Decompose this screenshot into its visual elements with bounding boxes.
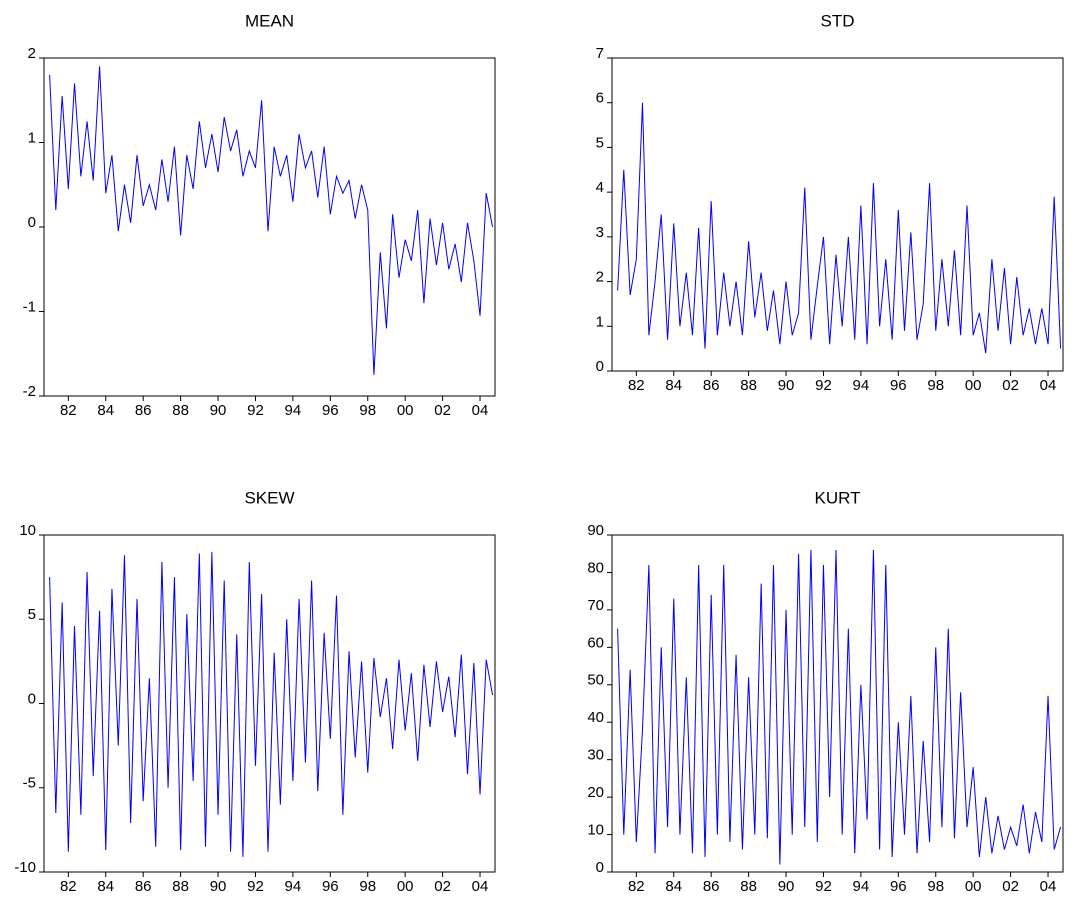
y-tick-label: 7 (596, 45, 604, 62)
x-tick-label: 00 (965, 377, 982, 394)
plot-frame (611, 57, 1064, 372)
x-tick-label: 92 (247, 402, 264, 419)
x-tick-label: 96 (322, 878, 339, 895)
x-tick-label: 90 (210, 402, 227, 419)
panel: MEAN -2 -1 0 1 2 82 84 86 88 90 92 94 96 98 00 02 04 (23, 11, 496, 419)
series-line (617, 549, 1062, 865)
y-tick-label: 20 (587, 784, 604, 801)
x-tick-label: 04 (1040, 377, 1057, 394)
y-tick-label: 1 (596, 313, 604, 330)
x-tick-label: 94 (285, 878, 302, 895)
x-tick-label: 96 (322, 402, 339, 419)
y-tick-label: 0 (596, 859, 604, 876)
x-tick-label: 04 (472, 878, 489, 895)
x-tick-label: 04 (472, 402, 489, 419)
y-tick-label: 0 (28, 214, 36, 231)
y-tick-label: -5 (23, 775, 36, 792)
y-tick-label: 10 (587, 822, 604, 839)
x-tick-label: 98 (927, 878, 944, 895)
x-tick-label: 86 (135, 878, 152, 895)
y-tick-label: 5 (596, 134, 604, 151)
x-tick-label: 94 (853, 878, 870, 895)
x-tick-label: 86 (703, 878, 720, 895)
x-tick-label: 92 (247, 878, 264, 895)
x-tick-label: 98 (359, 402, 376, 419)
x-tick-label: 98 (359, 878, 376, 895)
y-tick-label: 0 (596, 358, 604, 375)
series-line (617, 102, 1062, 354)
x-tick-label: 88 (740, 377, 757, 394)
y-tick-label: 1 (28, 129, 36, 146)
y-tick-label: 50 (587, 672, 604, 689)
x-tick-label: 82 (60, 402, 77, 419)
x-tick-label: 00 (397, 878, 414, 895)
x-tick-label: 92 (815, 377, 832, 394)
series-line (49, 551, 494, 857)
y-tick-label: 5 (28, 606, 36, 623)
x-tick-label: 02 (1002, 377, 1019, 394)
y-tick-label: -10 (14, 859, 36, 876)
y-tick-label: -2 (23, 383, 36, 400)
x-tick-label: 88 (172, 878, 189, 895)
x-tick-label: 82 (628, 878, 645, 895)
x-tick-label: 84 (97, 402, 114, 419)
x-tick-label: 02 (1002, 878, 1019, 895)
panel-title: STD (821, 11, 855, 30)
plot-frame (43, 57, 496, 397)
x-tick-label: 86 (135, 402, 152, 419)
panel-title: MEAN (245, 11, 294, 30)
x-tick-label: 94 (285, 402, 302, 419)
x-tick-label: 04 (1040, 878, 1057, 895)
x-tick-label: 86 (703, 377, 720, 394)
panel: SKEW -10 -5 0 5 10 82 84 86 88 90 92 94 96 98 00 02 04 (14, 488, 496, 895)
y-tick-label: 60 (587, 634, 604, 651)
x-tick-label: 96 (890, 377, 907, 394)
y-tick-label: -1 (23, 298, 36, 315)
x-tick-label: 94 (853, 377, 870, 394)
x-tick-label: 84 (665, 377, 682, 394)
y-tick-label: 90 (587, 522, 604, 539)
y-tick-label: 4 (596, 179, 604, 196)
y-tick-label: 0 (28, 690, 36, 707)
x-tick-label: 82 (60, 878, 77, 895)
y-tick-label: 70 (587, 597, 604, 614)
y-tick-label: 2 (28, 45, 36, 62)
panel: STD 0 1 2 3 4 5 6 7 82 84 86 88 90 92 94 96 98 00 02 04 (596, 11, 1064, 394)
x-tick-label: 84 (665, 878, 682, 895)
y-tick-label: 80 (587, 559, 604, 576)
y-tick-label: 30 (587, 747, 604, 764)
plot-frame (611, 534, 1064, 873)
x-tick-label: 00 (965, 878, 982, 895)
x-tick-label: 98 (927, 377, 944, 394)
x-tick-label: 90 (778, 878, 795, 895)
x-tick-label: 88 (172, 402, 189, 419)
y-tick-label: 3 (596, 224, 604, 241)
panel-title: KURT (815, 488, 861, 507)
panel: KURT 0 10 20 30 40 50 60 70 80 90 82 84 86 88 90 92 94 96 9… (587, 488, 1064, 895)
x-tick-label: 02 (434, 878, 451, 895)
x-tick-label: 84 (97, 878, 114, 895)
series-line (49, 66, 494, 375)
y-tick-label: 10 (19, 522, 36, 539)
x-tick-label: 90 (210, 878, 227, 895)
y-tick-label: 6 (596, 90, 604, 107)
x-tick-label: 96 (890, 878, 907, 895)
panel-title: SKEW (244, 488, 294, 507)
y-tick-label: 40 (587, 709, 604, 726)
x-tick-label: 02 (434, 402, 451, 419)
x-tick-label: 88 (740, 878, 757, 895)
x-tick-label: 92 (815, 878, 832, 895)
y-tick-label: 2 (596, 269, 604, 286)
x-tick-label: 82 (628, 377, 645, 394)
x-tick-label: 00 (397, 402, 414, 419)
x-tick-label: 90 (778, 377, 795, 394)
